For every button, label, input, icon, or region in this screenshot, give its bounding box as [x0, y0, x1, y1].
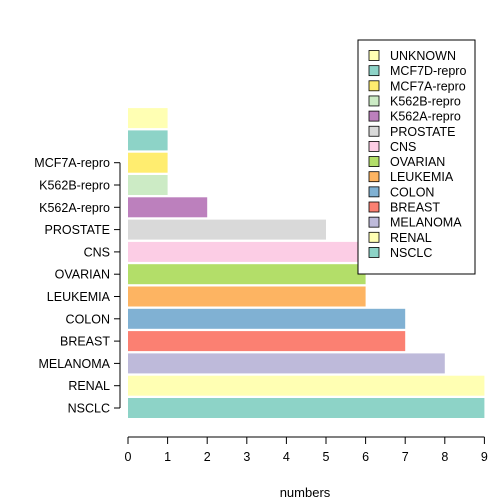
legend-swatch [368, 186, 380, 198]
legend-entry-label: RENAL [390, 231, 432, 245]
legend-entry-label: K562A-repro [390, 110, 461, 124]
bar-prostate [128, 219, 326, 240]
legend-entry-label: COLON [390, 185, 434, 199]
bar-nsclc [128, 398, 485, 418]
y-tick-label: CNS [84, 245, 110, 259]
legend-swatch [368, 110, 380, 122]
bars [128, 108, 485, 418]
y-tick-label: COLON [66, 312, 110, 326]
y-tick-label: OVARIAN [55, 268, 110, 282]
bar-melanoma [128, 353, 445, 374]
legend-swatch [368, 140, 380, 152]
x-tick-label: 6 [362, 450, 369, 464]
legend-swatch [368, 247, 380, 258]
x-tick-label: 8 [441, 450, 448, 464]
legend-entry-label: NSCLC [390, 246, 432, 260]
legend: UNKNOWNMCF7D-reproMCF7A-reproK562B-repro… [357, 39, 476, 275]
y-tick-label: PROSTATE [44, 223, 110, 237]
legend-entry-label: CNS [390, 140, 416, 154]
y-tick-label: RENAL [68, 379, 110, 393]
x-tick-label: 5 [323, 450, 330, 464]
legend-entry-label: PROSTATE [390, 125, 456, 139]
x-tick-label: 9 [481, 450, 488, 464]
bar-mcf7a-repro [128, 152, 168, 173]
y-tick-label: NSCLC [68, 402, 110, 416]
legend-swatch [368, 95, 380, 107]
x-tick-label: 1 [164, 450, 171, 464]
legend-entry-label: OVARIAN [390, 155, 445, 169]
x-axis-label: numbers [280, 485, 331, 500]
legend-entry-label: MELANOMA [390, 216, 462, 230]
bar-ovarian [128, 264, 366, 285]
x-tick-label: 2 [204, 450, 211, 464]
legend-swatch [368, 216, 380, 228]
x-tick-label: 0 [125, 450, 132, 464]
legend-swatch [368, 171, 380, 183]
legend-swatch [368, 50, 380, 61]
x-axis: 0 1 2 3 4 5 6 7 8 9 [125, 436, 488, 464]
legend-entry-label: MCF7D-repro [390, 64, 466, 78]
legend-swatch [368, 156, 380, 167]
bar-unknown [128, 108, 168, 129]
bar-k562a-repro [128, 197, 208, 218]
bar-colon [128, 308, 406, 329]
bar-renal [128, 375, 485, 396]
legend-swatch [368, 201, 380, 213]
bar-k562b-repro [128, 175, 168, 195]
legend-swatch [368, 125, 380, 137]
legend-entry-label: BREAST [390, 201, 440, 215]
legend-entry-label: UNKNOWN [390, 49, 456, 63]
legend-swatch [368, 80, 380, 92]
y-tick-label: K562B-repro [39, 179, 110, 193]
bar-breast [128, 331, 406, 352]
bar-leukemia [128, 286, 366, 307]
x-tick-label: 7 [402, 450, 409, 464]
y-tick-label: BREAST [60, 335, 110, 349]
y-tick-label: LEUKEMIA [47, 290, 111, 304]
legend-entry-label: LEUKEMIA [390, 170, 454, 184]
y-tick-label: K562A-repro [39, 201, 110, 215]
bar-cns [128, 241, 366, 262]
bar-mcf7d-repro [128, 130, 168, 151]
legend-swatch [368, 65, 380, 77]
legend-swatch [368, 231, 380, 243]
x-tick-label: 4 [283, 450, 290, 464]
y-tick-label: MELANOMA [38, 357, 110, 371]
legend-entry-label: MCF7A-repro [390, 79, 466, 93]
y-tick-label: MCF7A-repro [34, 156, 110, 170]
legend-entry-label: K562B-repro [390, 94, 461, 108]
x-tick-label: 3 [243, 450, 250, 464]
y-axis: NSCLC RENAL MELANOMA BREAST COLON LEUKEMIA OVA… [34, 156, 121, 416]
